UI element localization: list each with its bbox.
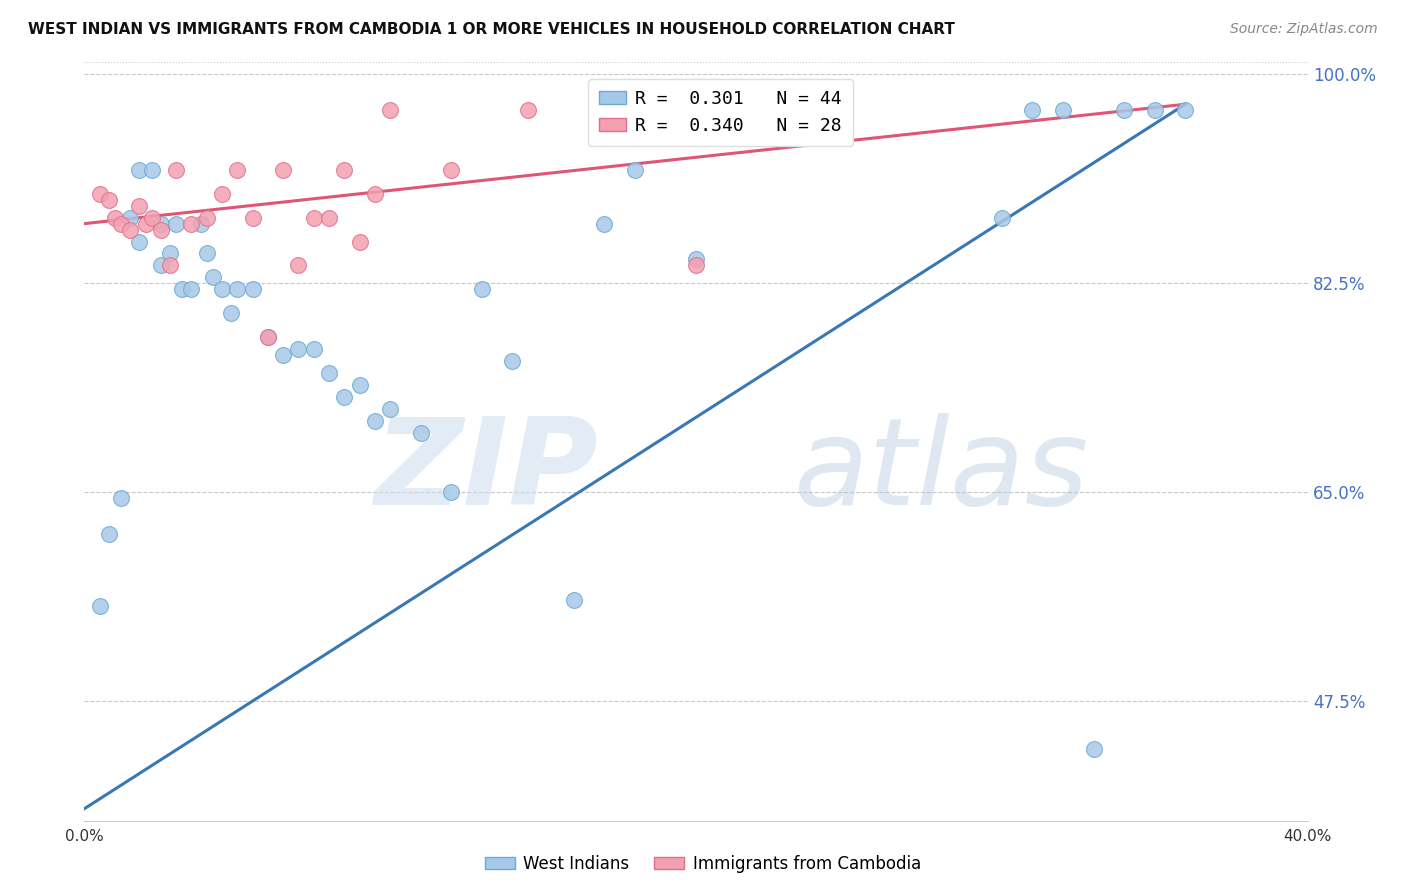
Point xyxy=(1021,103,1043,118)
Point xyxy=(172,282,194,296)
Text: Source: ZipAtlas.com: Source: ZipAtlas.com xyxy=(1230,22,1378,37)
Point xyxy=(135,217,157,231)
Point xyxy=(440,485,463,500)
Point xyxy=(364,186,387,201)
Point xyxy=(685,259,707,273)
Point xyxy=(128,162,150,177)
Point xyxy=(89,186,111,201)
Point xyxy=(128,235,150,249)
Point xyxy=(159,259,181,273)
Point xyxy=(302,211,325,225)
Point xyxy=(211,282,233,296)
Point xyxy=(180,282,202,296)
Point xyxy=(333,162,356,177)
Legend: West Indians, Immigrants from Cambodia: West Indians, Immigrants from Cambodia xyxy=(478,848,928,880)
Point xyxy=(257,330,280,344)
Point xyxy=(593,217,616,231)
Point xyxy=(287,342,309,356)
Point xyxy=(219,306,242,320)
Point xyxy=(180,217,202,231)
Point xyxy=(195,246,218,260)
Text: WEST INDIAN VS IMMIGRANTS FROM CAMBODIA 1 OR MORE VEHICLES IN HOUSEHOLD CORRELAT: WEST INDIAN VS IMMIGRANTS FROM CAMBODIA … xyxy=(28,22,955,37)
Legend: R =  0.301   N = 44, R =  0.340   N = 28: R = 0.301 N = 44, R = 0.340 N = 28 xyxy=(588,79,852,145)
Point xyxy=(302,342,325,356)
Point xyxy=(1143,103,1166,118)
Point xyxy=(685,252,707,267)
Point xyxy=(201,270,224,285)
Point xyxy=(226,162,249,177)
Point xyxy=(128,199,150,213)
Point xyxy=(110,217,132,231)
Point xyxy=(159,246,181,260)
Point xyxy=(440,162,463,177)
Point xyxy=(624,162,647,177)
Point xyxy=(257,330,280,344)
Point xyxy=(149,259,172,273)
Point xyxy=(211,186,233,201)
Point xyxy=(97,193,120,207)
Point xyxy=(165,162,187,177)
Point xyxy=(349,377,371,392)
Point xyxy=(318,366,340,380)
Point xyxy=(190,217,212,231)
Point xyxy=(271,162,294,177)
Point xyxy=(318,211,340,225)
Point xyxy=(1052,103,1074,118)
Point xyxy=(242,282,264,296)
Point xyxy=(409,425,432,440)
Point xyxy=(380,103,402,118)
Point xyxy=(516,103,538,118)
Text: atlas: atlas xyxy=(794,413,1090,531)
Point xyxy=(104,211,127,225)
Point xyxy=(141,211,163,225)
Point xyxy=(1174,103,1197,118)
Point xyxy=(89,599,111,613)
Point xyxy=(226,282,249,296)
Point xyxy=(242,211,264,225)
Point xyxy=(333,390,356,404)
Point xyxy=(562,592,585,607)
Point xyxy=(1114,103,1136,118)
Point xyxy=(1083,742,1105,756)
Point xyxy=(502,354,524,368)
Point xyxy=(471,282,494,296)
Point xyxy=(271,348,294,362)
Point xyxy=(110,491,132,506)
Point xyxy=(287,259,309,273)
Text: ZIP: ZIP xyxy=(374,413,598,531)
Point xyxy=(195,211,218,225)
Point xyxy=(165,217,187,231)
Point xyxy=(120,222,142,236)
Point xyxy=(349,235,371,249)
Point xyxy=(380,401,402,416)
Point xyxy=(991,211,1014,225)
Point xyxy=(120,211,142,225)
Point xyxy=(149,217,172,231)
Point xyxy=(149,222,172,236)
Point xyxy=(141,162,163,177)
Point xyxy=(364,414,387,428)
Point xyxy=(97,527,120,541)
